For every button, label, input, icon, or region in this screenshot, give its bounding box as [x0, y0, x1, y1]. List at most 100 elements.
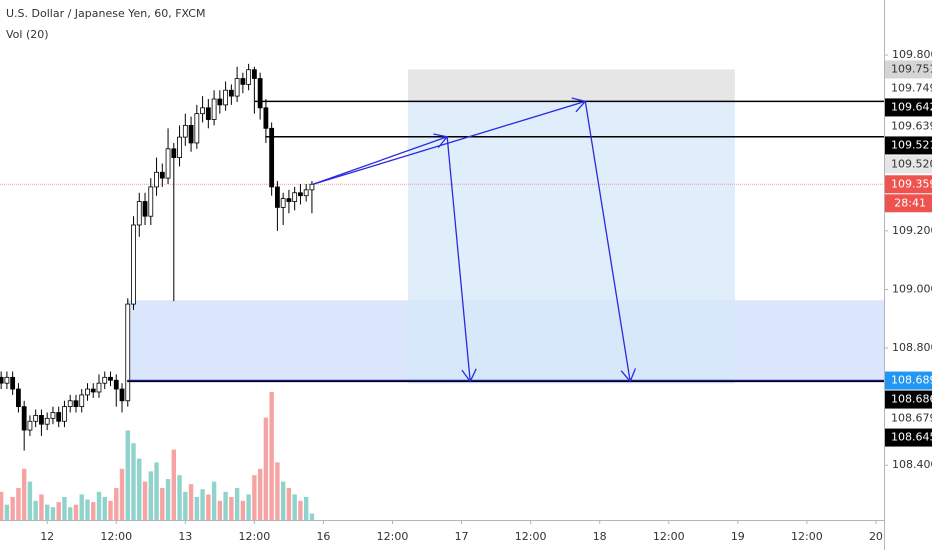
arrow-head [571, 97, 587, 113]
candle-body [165, 148, 171, 179]
candle-body [171, 148, 177, 159]
price-label-bg [885, 155, 932, 174]
chart-title: U.S. Dollar / Japanese Yen, 60, FXCM [6, 7, 205, 20]
candle-body [16, 388, 21, 408]
candle-body [211, 98, 217, 120]
volume-bar [269, 392, 274, 520]
x-tick-label: 12:00 [100, 530, 132, 543]
price-label-bg [885, 136, 932, 155]
x-tick-label: 12:00 [377, 530, 409, 543]
price-label-bg [885, 409, 932, 428]
volume-bar [257, 468, 263, 520]
volume-bar [194, 496, 200, 520]
price-label: 109.751 [891, 62, 932, 75]
candle-body [142, 201, 148, 217]
volume-bar [33, 500, 38, 520]
candle-body [108, 376, 113, 381]
volume-bar [165, 479, 171, 520]
candle-body [275, 186, 280, 208]
candle-body [27, 420, 33, 431]
x-tick-label: 12 [40, 530, 54, 543]
volume-bar [108, 500, 113, 520]
candle-body [148, 186, 154, 217]
candle-body [119, 388, 125, 402]
volume-bar [211, 481, 217, 520]
candle-body [177, 136, 182, 159]
price-label-bg [885, 428, 932, 447]
volume-bar [142, 481, 148, 520]
x-tick-label: 12:00 [239, 530, 271, 543]
volume-bar [246, 494, 251, 520]
candle-body [113, 379, 119, 390]
price-label-bg [885, 79, 932, 98]
volume-bar [68, 507, 73, 520]
volume-bar [27, 481, 33, 520]
volume-bar [4, 504, 10, 520]
arrow-head [433, 133, 449, 149]
volume-bar [131, 443, 136, 520]
x-tick-label: 20 [869, 530, 883, 543]
candle-body [44, 417, 50, 425]
candle-body [223, 89, 229, 106]
volume-bar [148, 471, 153, 520]
candle-body [188, 124, 194, 144]
volume-bar [62, 496, 67, 520]
volume-bar [309, 513, 315, 520]
candle-body [292, 192, 298, 202]
countdown: 28:41 [894, 196, 926, 209]
candle-body [286, 198, 292, 202]
candle-body [257, 78, 263, 109]
candle-body [228, 89, 234, 97]
y-tick-label: 109.200 [892, 224, 932, 237]
price-label-bg [885, 371, 932, 390]
candle-body [194, 113, 200, 144]
volume-bar [200, 489, 205, 520]
x-tick-label: 18 [593, 530, 607, 543]
x-tick-label: 12:00 [515, 530, 547, 543]
candle-body [62, 406, 67, 422]
candle-body [303, 189, 309, 197]
volume-bar [137, 458, 142, 520]
volume-bar [56, 502, 61, 520]
volume-bar [292, 494, 297, 520]
plot [0, 63, 884, 520]
candle-body [205, 107, 211, 120]
y-tick-label: 108.800 [892, 341, 932, 354]
volume-bar [102, 496, 107, 520]
candle-body [200, 107, 205, 115]
candle-body [10, 376, 16, 390]
volume-bar [50, 507, 56, 520]
x-tick-label: 12:00 [653, 530, 685, 543]
volume-bar [217, 500, 223, 520]
candle-body [182, 124, 188, 138]
candle-body [79, 394, 85, 408]
price-label: 108.679 [891, 412, 932, 425]
y-tick-label: 108.400 [892, 458, 932, 471]
y-tick-label: 109.800 [892, 48, 932, 61]
x-tick-label: 17 [455, 530, 469, 543]
candle-body [246, 69, 252, 85]
price-label-bg [885, 175, 932, 194]
volume-bar [39, 494, 44, 520]
candle-body [136, 201, 142, 226]
candle-body [33, 415, 39, 422]
candle-body [280, 198, 286, 208]
candle-body [234, 78, 240, 97]
volume-bar [286, 488, 292, 520]
volume-bar [125, 430, 130, 520]
volume-bar [171, 449, 177, 520]
volume-bar [73, 504, 79, 520]
arrow-head [461, 368, 477, 383]
volume-bar [160, 488, 165, 520]
price-label: 109.521 [891, 138, 932, 151]
candle-body [67, 400, 73, 408]
volume-bar [119, 468, 125, 520]
candle-body [217, 98, 223, 106]
candle-body [56, 412, 62, 422]
volume-bar [44, 504, 50, 520]
price-label: 108.689 [891, 374, 932, 387]
volume-bar [240, 500, 246, 520]
candle-body [21, 406, 27, 431]
volume-bar [21, 468, 27, 520]
